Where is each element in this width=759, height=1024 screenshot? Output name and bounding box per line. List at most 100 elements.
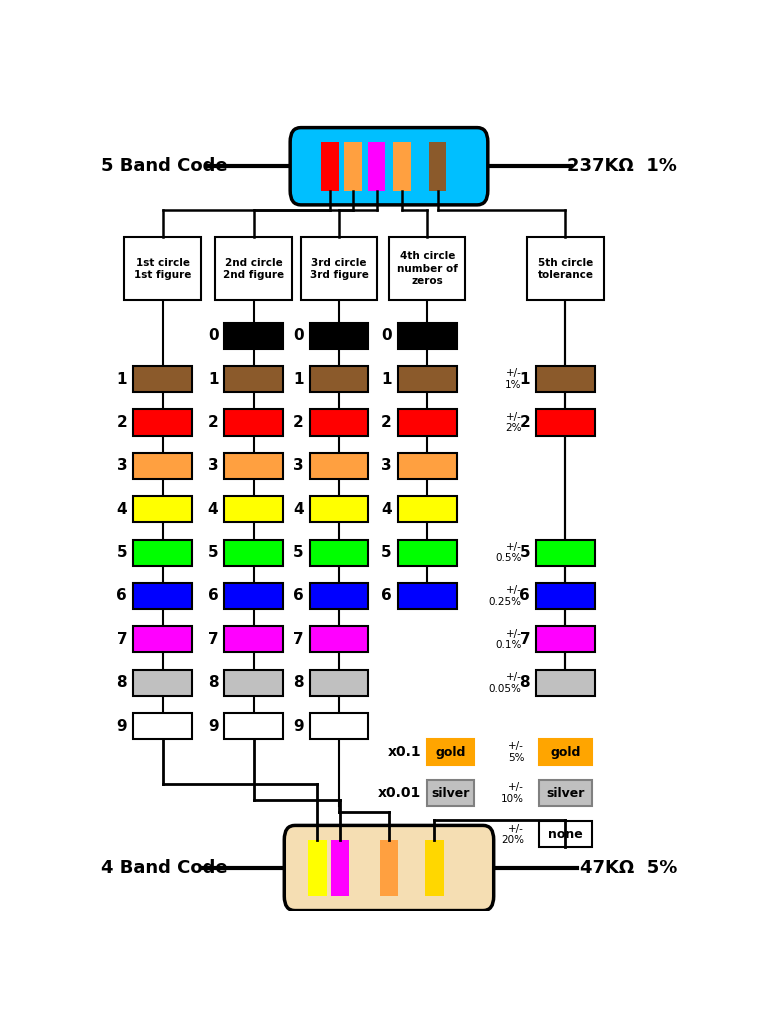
Bar [398, 540, 457, 565]
Text: 4: 4 [381, 502, 392, 517]
Text: +/-
1%: +/- 1% [505, 369, 521, 390]
Text: silver: silver [546, 786, 584, 800]
Bar [225, 713, 283, 739]
Text: +/-
2%: +/- 2% [505, 412, 521, 433]
Text: 5th circle
tolerance: 5th circle tolerance [537, 258, 594, 280]
Text: 7: 7 [117, 632, 128, 647]
Text: 3: 3 [293, 459, 304, 473]
Text: 4: 4 [208, 502, 219, 517]
Bar [398, 323, 457, 349]
Text: 9: 9 [293, 719, 304, 733]
Bar [536, 410, 595, 435]
Bar [536, 670, 595, 695]
Text: 8: 8 [208, 675, 219, 690]
Bar [536, 540, 595, 565]
Bar [133, 627, 192, 652]
Bar [225, 627, 283, 652]
Bar [216, 238, 292, 300]
Bar [310, 540, 368, 565]
Bar [310, 323, 368, 349]
Text: 5: 5 [293, 545, 304, 560]
Bar [310, 453, 368, 479]
Bar [133, 497, 192, 522]
Bar [389, 238, 465, 300]
Bar [528, 238, 603, 300]
Text: 6: 6 [381, 589, 392, 603]
Text: x0.01: x0.01 [378, 786, 421, 801]
Bar [308, 840, 327, 896]
Text: 4: 4 [117, 502, 128, 517]
Text: 0: 0 [208, 329, 219, 343]
Text: 2: 2 [116, 415, 128, 430]
Text: 1: 1 [208, 372, 219, 387]
Text: 8: 8 [117, 675, 128, 690]
Text: 0: 0 [381, 329, 392, 343]
Text: gold: gold [550, 745, 581, 759]
Text: +/-
0.05%: +/- 0.05% [489, 672, 521, 693]
Bar [310, 713, 368, 739]
Text: +/-
5%: +/- 5% [508, 741, 524, 763]
Bar [225, 540, 283, 565]
Text: 1: 1 [382, 372, 392, 387]
Bar [225, 453, 283, 479]
Bar [321, 141, 339, 190]
Text: 1: 1 [520, 372, 530, 387]
Bar [225, 583, 283, 609]
Text: 5: 5 [520, 545, 530, 560]
Bar [425, 840, 443, 896]
Bar [539, 821, 592, 848]
Text: 237KΩ  1%: 237KΩ 1% [567, 158, 677, 175]
Bar [427, 739, 474, 765]
Bar [331, 840, 349, 896]
Bar [427, 780, 474, 806]
Bar [310, 583, 368, 609]
Text: 1: 1 [293, 372, 304, 387]
Bar [310, 627, 368, 652]
FancyBboxPatch shape [285, 825, 493, 910]
Text: 3: 3 [117, 459, 128, 473]
Text: 3: 3 [208, 459, 219, 473]
Text: 6: 6 [519, 589, 530, 603]
Bar [225, 367, 283, 392]
Text: 0: 0 [293, 329, 304, 343]
Text: 2: 2 [381, 415, 392, 430]
Text: 2: 2 [519, 415, 530, 430]
Text: +/-
0.5%: +/- 0.5% [495, 542, 521, 563]
Text: none: none [548, 828, 583, 841]
Bar [225, 323, 283, 349]
Text: +/-
20%: +/- 20% [501, 823, 524, 845]
Text: +/-
10%: +/- 10% [501, 782, 524, 804]
Text: 5 Band Code: 5 Band Code [101, 158, 228, 175]
Bar [133, 540, 192, 565]
Bar [380, 840, 398, 896]
Text: silver: silver [432, 786, 470, 800]
Bar [200, 863, 294, 872]
Text: x0.1: x0.1 [388, 745, 421, 759]
Bar [124, 238, 200, 300]
Text: 1: 1 [117, 372, 128, 387]
Text: 9: 9 [117, 719, 128, 733]
Bar [539, 780, 592, 806]
Text: 6: 6 [293, 589, 304, 603]
Bar [429, 141, 446, 190]
Bar [398, 410, 457, 435]
Text: 4: 4 [293, 502, 304, 517]
Bar [133, 410, 192, 435]
Bar [310, 410, 368, 435]
Text: 8: 8 [520, 675, 530, 690]
Bar [133, 367, 192, 392]
Text: 5: 5 [381, 545, 392, 560]
Text: 8: 8 [293, 675, 304, 690]
Text: 3: 3 [381, 459, 392, 473]
Bar [398, 367, 457, 392]
Bar [133, 453, 192, 479]
Bar [344, 141, 361, 190]
Text: 6: 6 [116, 589, 128, 603]
Bar [539, 739, 592, 765]
Bar [225, 410, 283, 435]
Text: 9: 9 [208, 719, 219, 733]
Text: 1st circle
1st figure: 1st circle 1st figure [134, 258, 191, 280]
Bar [368, 141, 386, 190]
FancyBboxPatch shape [290, 128, 488, 205]
Text: 5: 5 [117, 545, 128, 560]
